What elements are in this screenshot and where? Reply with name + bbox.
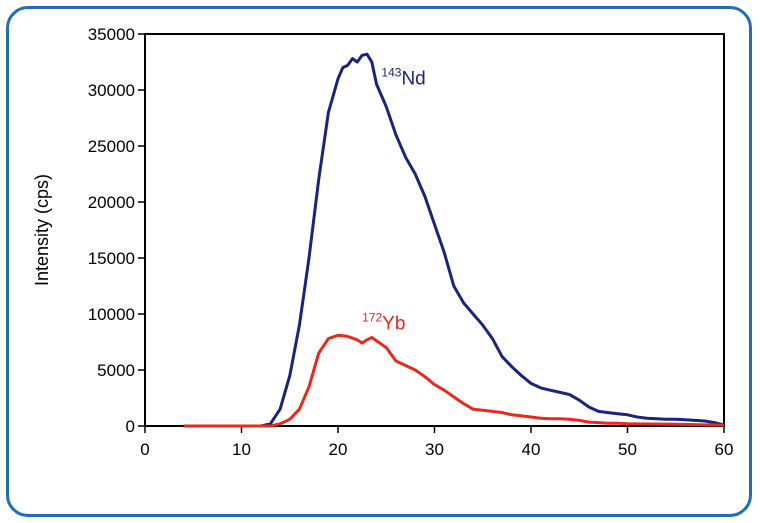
x-axis: 0 10 20 30 40 50 60 bbox=[140, 426, 733, 459]
y-tick-label: 30000 bbox=[88, 81, 135, 100]
y-tick-label: 15000 bbox=[88, 249, 135, 268]
series-line-yb bbox=[183, 333, 725, 428]
y-tick-label: 35000 bbox=[88, 25, 135, 44]
y-tick-label: 10000 bbox=[88, 305, 135, 324]
x-tick-label: 10 bbox=[232, 440, 251, 459]
series-layer: 143Nd 172Yb bbox=[183, 52, 725, 428]
x-tick-label: 60 bbox=[715, 440, 734, 459]
x-tick-label: 40 bbox=[522, 440, 541, 459]
series-line-nd bbox=[183, 52, 725, 428]
series-label-mass: 172 bbox=[362, 311, 382, 325]
y-axis: 0 5000 10000 15000 20000 25000 30000 35000 bbox=[88, 25, 145, 436]
y-axis-label: Intensity (cps) bbox=[32, 174, 52, 286]
x-tick-label: 20 bbox=[329, 440, 348, 459]
y-tick-label: 5000 bbox=[97, 361, 135, 380]
series-label-element: Yb bbox=[382, 314, 405, 335]
x-tick-label: 0 bbox=[140, 440, 149, 459]
y-tick-label: 20000 bbox=[88, 193, 135, 212]
series-label-yb: 172Yb bbox=[362, 311, 405, 335]
series-label-nd: 143Nd bbox=[381, 65, 425, 89]
series-label-mass: 143 bbox=[381, 65, 401, 79]
series-label-element: Nd bbox=[401, 68, 425, 89]
plot-area bbox=[144, 33, 725, 427]
y-tick-label: 25000 bbox=[88, 137, 135, 156]
x-tick-label: 30 bbox=[425, 440, 444, 459]
y-tick-label: 0 bbox=[126, 417, 135, 436]
x-tick-label: 50 bbox=[618, 440, 637, 459]
